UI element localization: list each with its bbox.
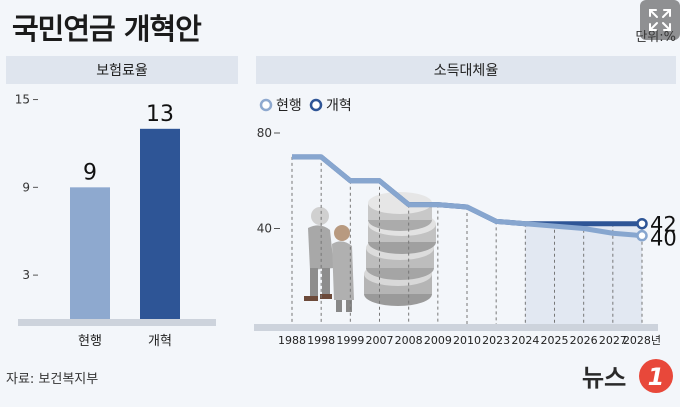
end-label-current: 40 — [650, 227, 677, 251]
bar-ytick-label-1: 9 — [22, 180, 30, 194]
bar-ytick-label-0: 3 — [22, 268, 30, 282]
end-marker-current — [636, 229, 648, 242]
bar-0 — [70, 187, 110, 319]
logo-number: 1 — [648, 363, 665, 391]
x-tick-label-0: 1988 — [278, 334, 306, 347]
x-tick-label-2: 1999 — [336, 334, 364, 347]
logo-badge-icon — [639, 359, 673, 393]
legend-label-reform: 개혁 — [326, 98, 352, 114]
x-tick-label-11: 2027 — [599, 334, 627, 347]
legend-marker-reform — [309, 98, 323, 112]
x-tick-label-4: 2008 — [395, 334, 423, 347]
x-tick-label-1: 1998 — [307, 334, 335, 347]
coin-stack-illustration — [364, 192, 436, 306]
x-tick-label-10: 2026 — [570, 334, 598, 347]
x-tick-label-6: 2010 — [453, 334, 481, 347]
line-ytick-label-1: 80 — [257, 126, 272, 140]
bar-value-label-0: 9 — [83, 160, 97, 185]
x-tick-label-12: 2028년 — [623, 334, 661, 347]
elderly-couple-illustration — [304, 207, 354, 312]
bar-baseline — [18, 319, 216, 326]
page-title: 국민연금 개혁안 — [12, 12, 202, 46]
x-tick-label-7: 2023 — [482, 334, 510, 347]
legend: 현행 개혁 — [259, 98, 352, 114]
bar-1 — [140, 128, 180, 319]
x-tick-label-9: 2025 — [541, 334, 569, 347]
news1-logo: 뉴스 1 — [576, 355, 676, 401]
end-marker-reform — [636, 217, 648, 230]
x-tick-label-5: 2009 — [424, 334, 452, 347]
source-note: 자료: 보건복지부 — [6, 372, 99, 387]
bar-value-label-1: 13 — [146, 102, 174, 127]
x-tick-label-8: 2024 — [511, 334, 539, 347]
bar-category-label-0: 현행 — [78, 333, 102, 349]
bar-panel-header: 보험료율 — [6, 56, 238, 84]
bar-category-label-1: 개혁 — [148, 334, 172, 349]
bar-ytick-label-2: 15 — [15, 93, 30, 107]
end-label-reform: 42 — [650, 213, 677, 237]
expand-button[interactable] — [640, 0, 680, 40]
line-series-current — [292, 154, 643, 239]
line-ytick-label-0: 40 — [257, 222, 272, 236]
x-tick-label-3: 2007 — [366, 334, 394, 347]
legend-label-current: 현행 — [276, 98, 302, 114]
line-panel-header: 소득대체율 — [256, 56, 676, 84]
expand-icon — [649, 9, 671, 31]
contribution-rate-chart: 3 9 15 9 현행 13 개혁 — [15, 93, 216, 349]
legend-marker-current — [259, 98, 273, 112]
logo-text: 뉴스 — [582, 364, 626, 392]
line-baseline — [254, 324, 658, 331]
